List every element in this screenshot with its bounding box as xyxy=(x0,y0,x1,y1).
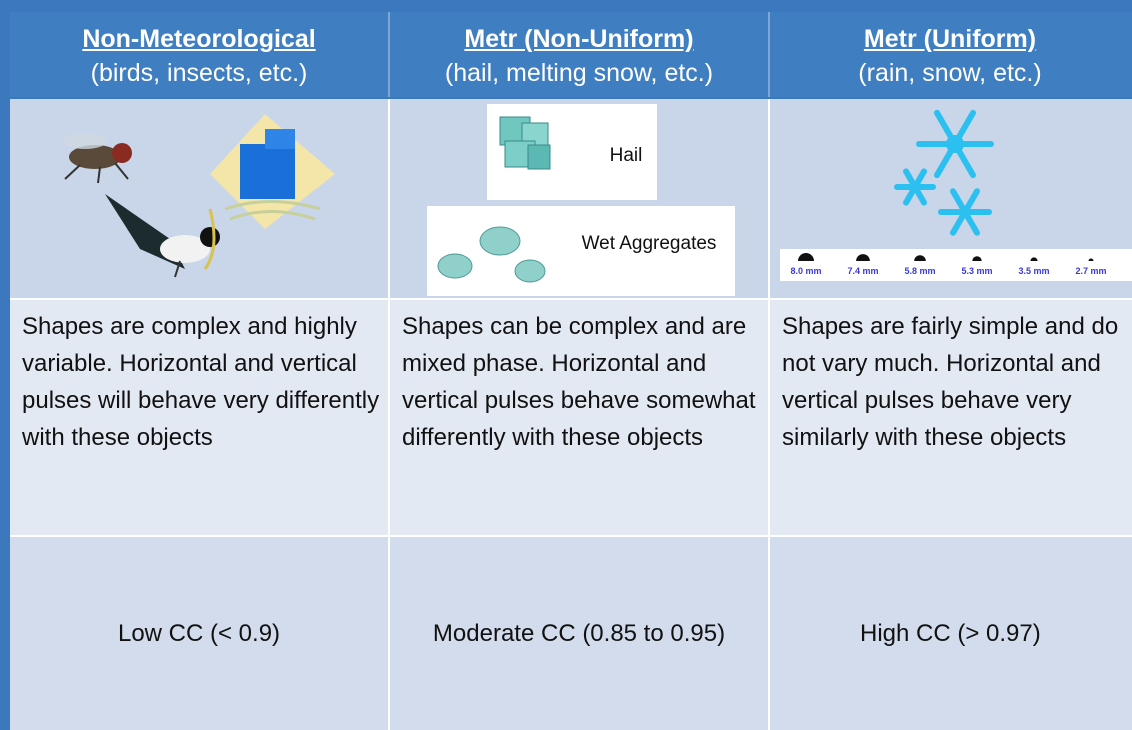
header-cell: Non-Meteorological (birds, insects, etc.… xyxy=(10,12,390,97)
drop-size-label: 5.3 mm xyxy=(961,266,992,276)
header-cell: Metr (Non-Uniform) (hail, melting snow, … xyxy=(390,12,770,97)
description: Shapes can be complex and are mixed phas… xyxy=(402,313,756,451)
column-title: Metr (Non-Uniform) xyxy=(464,25,694,53)
drop-size-label: 7.4 mm xyxy=(847,266,878,276)
drop-icon xyxy=(1030,257,1038,261)
column-subtitle: (birds, insects, etc.) xyxy=(90,59,308,87)
correlation: Moderate CC (0.85 to 0.95) xyxy=(432,619,726,647)
drop-icon xyxy=(856,254,870,261)
illustration: Hail Wet Aggregates xyxy=(427,104,735,296)
drop-panel xyxy=(780,249,1132,281)
description: Shapes are fairly simple and do not vary… xyxy=(782,313,1119,451)
illustration xyxy=(63,114,335,278)
fly-icon xyxy=(63,133,132,184)
image-cell: 8.0 mm 7.4 mm 5.8 mm 5.3 mm 3.5 mm 2.7 mm xyxy=(770,99,1132,298)
correlation-cell: High CC (> 0.97) xyxy=(770,535,1132,730)
description-cell: Shapes are complex and highly variable. … xyxy=(10,298,390,535)
description: Shapes are complex and highly variable. … xyxy=(22,313,380,451)
drop-icon xyxy=(1088,258,1094,261)
wet-aggregates-label: Wet Aggregates xyxy=(582,233,717,254)
snowflake-core xyxy=(946,135,964,153)
description-cell: Shapes can be complex and are mixed phas… xyxy=(390,298,770,535)
image-cell xyxy=(10,99,390,298)
drop-size-label: 5.8 mm xyxy=(904,266,935,276)
column-subtitle: (hail, melting snow, etc.) xyxy=(444,59,714,87)
drop-size-label: 3.5 mm xyxy=(1018,266,1049,276)
snowflake-core xyxy=(959,206,971,218)
hail-icon xyxy=(499,116,551,170)
correlation-cell: Low CC (< 0.9) xyxy=(10,535,390,730)
drop-icon xyxy=(798,253,814,261)
drop-icon xyxy=(914,255,926,261)
bird-icon xyxy=(105,194,220,278)
column-title: Metr (Uniform) xyxy=(863,25,1037,53)
description-cell: Shapes are fairly simple and do not vary… xyxy=(770,298,1132,535)
correlation-cell: Moderate CC (0.85 to 0.95) xyxy=(390,535,770,730)
drop-icon xyxy=(972,256,982,261)
correlation: High CC (> 0.97) xyxy=(860,619,1041,647)
snowflake-core xyxy=(910,182,920,192)
wet-aggregates-icon xyxy=(437,226,546,283)
image-cell: Hail Wet Aggregates xyxy=(390,99,770,298)
drop-size-label: 2.7 mm xyxy=(1075,266,1106,276)
building-icon xyxy=(210,114,335,229)
wet-aggregates-panel xyxy=(427,206,735,296)
column-subtitle: (rain, snow, etc.) xyxy=(858,59,1042,87)
drop-size-label: 8.0 mm xyxy=(790,266,821,276)
header-cell: Metr (Uniform) (rain, snow, etc.) xyxy=(770,12,1132,97)
illustration: 8.0 mm 7.4 mm 5.8 mm 5.3 mm 3.5 mm 2.7 mm xyxy=(780,109,1132,281)
column-title: Non-Meteorological xyxy=(82,25,316,53)
hail-label: Hail xyxy=(610,145,643,166)
correlation: Low CC (< 0.9) xyxy=(117,619,281,647)
